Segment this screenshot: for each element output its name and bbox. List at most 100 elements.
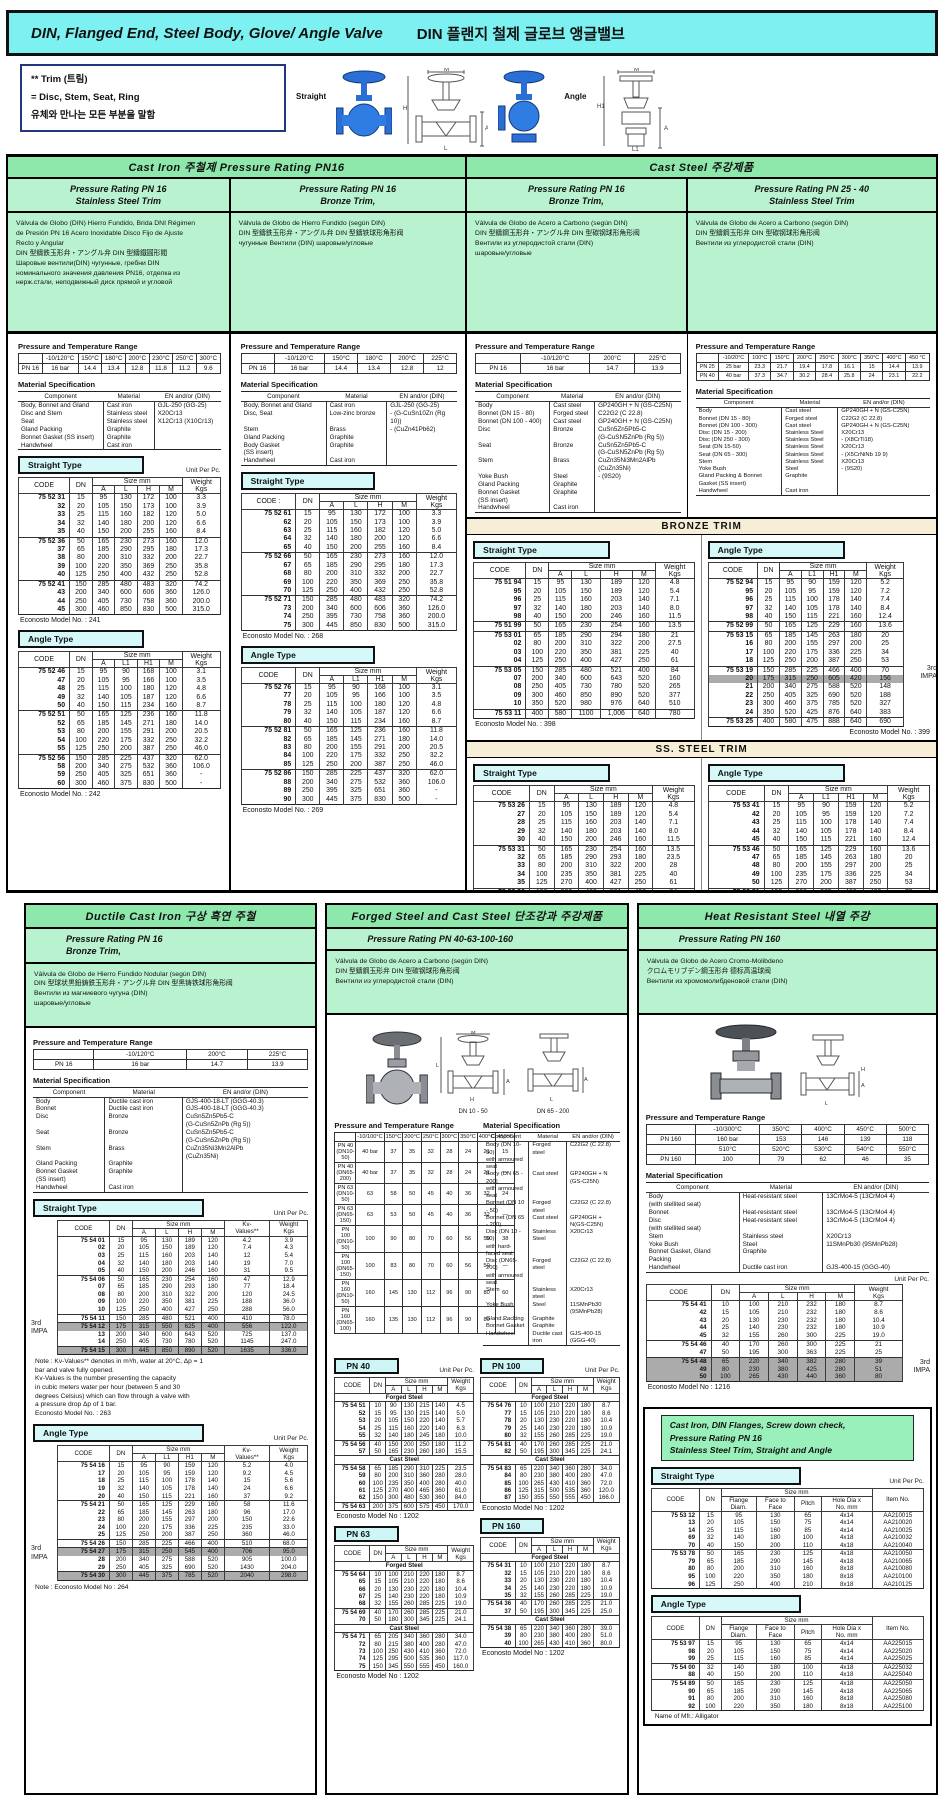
dim-label-l: L bbox=[444, 146, 448, 152]
value-cell: 105 bbox=[739, 1308, 769, 1317]
value-cell: 115 bbox=[319, 700, 345, 710]
value-cell: 95 bbox=[154, 1469, 179, 1478]
screw-down-check-box: Cast Iron, DIN Flanges, Screw down check… bbox=[642, 1407, 932, 1727]
table-row: 75 52 76 15 95 90 168 100 3.1 bbox=[240, 683, 458, 693]
col2-rating: Pressure Rating PN 16 Bronze Trim, bbox=[230, 179, 468, 212]
value-cell bbox=[153, 441, 221, 450]
value-cell: 260 bbox=[546, 1599, 563, 1608]
code-cell: PN 63 (DN65-150) bbox=[334, 1204, 357, 1227]
value-cell: 203 bbox=[602, 819, 629, 828]
value-cell: AA225025 bbox=[871, 1655, 925, 1664]
value-cell: 400 bbox=[525, 708, 550, 719]
value-cell: 16 bar bbox=[93, 1058, 188, 1070]
value-cell: 61 bbox=[654, 657, 695, 667]
value-cell: 336 bbox=[177, 1523, 202, 1532]
value-cell: 254 bbox=[599, 621, 633, 632]
code-cell: 75 54 58 bbox=[334, 1463, 371, 1473]
value-cell: Cast steel bbox=[528, 1214, 567, 1230]
code-cell: Bonnet Gasket (SS insert) bbox=[478, 488, 520, 504]
pt-title: Pressure and Temperature Range bbox=[33, 1037, 153, 1047]
code-cell: 05 bbox=[57, 1267, 110, 1276]
value-cell: Graphite bbox=[781, 473, 838, 488]
table-row: 70 125 250 400 432 250 52.8 bbox=[240, 586, 458, 596]
value-cell: 25 bbox=[699, 1526, 722, 1535]
table-row: 23 80 200 155 297 200 150 22.6 bbox=[57, 1516, 309, 1524]
value-cell: 480 bbox=[154, 1313, 179, 1323]
value-cell: 65 bbox=[515, 1623, 532, 1633]
value-cell: 95 bbox=[131, 1461, 156, 1470]
value-cell: Ductile cast iron bbox=[528, 1330, 567, 1346]
value-cell: 140 bbox=[631, 604, 656, 613]
table-row: Body, Bonnet and Gland Cast iron GJL-250 (… bbox=[241, 401, 458, 411]
value-cell: 4x18 bbox=[820, 1549, 873, 1558]
value-cell: 159 bbox=[177, 1461, 202, 1470]
forged-description: Válvula de Globo de Acero a Carbono (seg… bbox=[327, 951, 627, 1016]
table-row: 89 250 395 325 651 360- bbox=[240, 787, 458, 796]
value-cell: 4x14 bbox=[820, 1519, 873, 1527]
table-row: 87 150 355 550 555 450 166.0 bbox=[480, 1494, 620, 1503]
value-cell: 84 bbox=[654, 665, 695, 675]
value-cell: 100.0 bbox=[269, 1556, 309, 1564]
value-cell: GP240GH + N(GS-C25N) bbox=[565, 1214, 620, 1230]
col-header: 350°C bbox=[458, 1132, 478, 1143]
value-cell: 105 bbox=[343, 709, 369, 718]
value-cell: 120 bbox=[159, 693, 183, 703]
code-cell: 37 bbox=[17, 545, 71, 555]
value-cell: 230 bbox=[154, 1274, 179, 1284]
col-header: Hole Dia x No. mm bbox=[820, 1624, 873, 1641]
value-cell: 4x18 bbox=[820, 1678, 873, 1688]
value-cell: 10.0 bbox=[447, 1432, 475, 1441]
table-row: 07 200 340 600 643 520 160 bbox=[473, 674, 695, 684]
table-row: 50 40 150 115 234 160 8.7 bbox=[17, 702, 221, 711]
value-cell: 32 bbox=[295, 709, 321, 718]
value-cell: 10.9 bbox=[447, 1593, 475, 1601]
value-cell: 10.9 bbox=[592, 1424, 620, 1433]
code-cell: 98 bbox=[650, 1647, 701, 1656]
code-cell: 75 54 15 bbox=[57, 1345, 110, 1355]
code-cell: 17 bbox=[57, 1469, 110, 1478]
table-row: 75 53 12 15 95 130 65 4x14 AA210015 bbox=[650, 1510, 925, 1520]
value-cell: 550 bbox=[546, 1494, 563, 1503]
value-cell: 115 bbox=[778, 596, 802, 605]
value-cell: 15 bbox=[295, 683, 321, 693]
value-cell: 189 bbox=[602, 810, 629, 820]
col-header: DN bbox=[369, 1376, 387, 1394]
value-cell: 95 bbox=[788, 801, 815, 811]
col-header: Weight Kgs bbox=[269, 1445, 309, 1463]
value-cell: 271 bbox=[367, 735, 393, 745]
bottom-section: Ductile Cast Iron 구상 흑연 주철 Pressure Rati… bbox=[24, 903, 938, 1796]
code-cell: 10 bbox=[473, 700, 527, 710]
value-cell: 47 bbox=[223, 1274, 271, 1284]
value-cell: 120.0 bbox=[592, 1487, 620, 1495]
value-cell: 427 bbox=[177, 1305, 202, 1314]
code-cell: 75 54 12 bbox=[57, 1322, 110, 1331]
value-cell: 180 bbox=[755, 1662, 795, 1672]
value-cell: 11.8 bbox=[181, 710, 221, 720]
col-header: DN bbox=[515, 1376, 532, 1394]
table-row: 63 25 115 160 182 120 5.0 bbox=[240, 527, 458, 536]
value-cell: 220 bbox=[319, 578, 345, 587]
col-header: DN bbox=[69, 477, 93, 495]
dim-label-a: A bbox=[861, 1083, 865, 1089]
col-header: Size mm bbox=[91, 477, 183, 487]
table-row: Seat (DN 65 - 300) Stainless Steel - (X5Cr… bbox=[696, 451, 930, 459]
value-cell: 450 bbox=[431, 1662, 449, 1671]
code-cell: Disc (DN 15 - 200) bbox=[698, 429, 747, 436]
value-cell: 15 bbox=[69, 667, 93, 677]
value-cell: 120 bbox=[391, 535, 417, 544]
value-cell: 189 bbox=[177, 1244, 202, 1252]
value-cell: 250 bbox=[319, 760, 345, 770]
value-cell: 410 bbox=[561, 1639, 579, 1648]
col-header: 300°C bbox=[195, 353, 221, 365]
col-header: H bbox=[561, 1384, 579, 1394]
value-cell: 160 bbox=[578, 819, 604, 828]
value-cell: 340 bbox=[767, 1356, 798, 1366]
value-cell: 180 bbox=[793, 1702, 822, 1711]
value-cell: 115 bbox=[385, 1424, 402, 1433]
value-cell: 300 bbox=[69, 779, 93, 789]
value-cell: 70 bbox=[420, 1225, 441, 1254]
value-cell: 200.0 bbox=[181, 597, 221, 606]
section-label: Forged Steel bbox=[334, 1561, 475, 1571]
value-cell: 785 bbox=[177, 1571, 202, 1581]
